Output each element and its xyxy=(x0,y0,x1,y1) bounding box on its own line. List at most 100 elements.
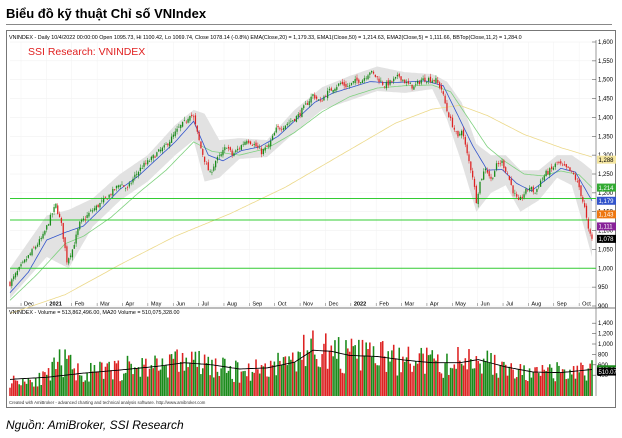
volume-bar xyxy=(583,375,586,396)
candle xyxy=(589,228,591,237)
volume-bar xyxy=(400,372,402,396)
volume-bar xyxy=(178,371,180,396)
volume-bar xyxy=(64,349,66,396)
candle xyxy=(457,130,459,139)
candle-body xyxy=(385,81,388,89)
candle xyxy=(218,152,220,160)
candle-body xyxy=(115,185,118,189)
volume-bar xyxy=(33,386,35,396)
candle xyxy=(427,76,430,85)
price-tick-label: 950 xyxy=(598,285,609,291)
volume-bar xyxy=(18,384,20,396)
candle xyxy=(99,202,101,210)
volume-bar xyxy=(440,373,443,396)
volume-bar xyxy=(468,349,470,396)
volume-bar xyxy=(413,365,415,396)
volume-bar xyxy=(295,371,298,396)
candle-body xyxy=(119,185,121,188)
volume-tick-label: 1,000 xyxy=(598,342,614,348)
volume-bar xyxy=(539,375,542,396)
volume-bar xyxy=(194,351,197,396)
candle-body xyxy=(495,163,498,170)
volume-bar xyxy=(271,365,274,396)
candle-body xyxy=(393,78,395,82)
volume-bar xyxy=(209,375,211,396)
candle xyxy=(383,86,386,89)
volume-bar xyxy=(425,347,428,396)
price-tick-label: 1,200 xyxy=(598,191,614,197)
candle-body xyxy=(180,124,182,129)
candle xyxy=(147,157,149,166)
candle xyxy=(51,212,53,218)
volume-bar xyxy=(279,360,281,396)
volume-bar xyxy=(141,358,143,396)
candle xyxy=(141,165,143,170)
volume-bar xyxy=(449,367,452,396)
candle xyxy=(565,163,567,170)
candle xyxy=(475,184,477,204)
candle xyxy=(73,241,75,249)
candle-body xyxy=(304,103,307,105)
volume-bar xyxy=(170,354,173,396)
candle-body xyxy=(376,76,378,78)
volume-bar xyxy=(11,383,13,396)
volume-bar xyxy=(203,354,206,396)
candle xyxy=(194,112,197,127)
candle-body xyxy=(60,217,63,223)
candle-body xyxy=(541,178,544,180)
volume-bar xyxy=(571,374,573,396)
month-label: Mar xyxy=(405,302,415,308)
volume-bar xyxy=(389,361,391,396)
volume-bar xyxy=(519,364,522,396)
candle xyxy=(123,185,125,187)
volume-bar xyxy=(414,361,417,396)
candle xyxy=(240,144,242,151)
candle-body xyxy=(560,161,562,164)
candle-body xyxy=(365,77,367,79)
month-label: Aug xyxy=(227,302,237,308)
volume-bar xyxy=(110,370,112,396)
candle xyxy=(284,125,287,130)
candle-body xyxy=(290,121,292,122)
candle-body xyxy=(47,224,50,226)
candle xyxy=(332,89,334,95)
candle xyxy=(24,259,26,264)
candle xyxy=(62,222,64,242)
candle-body xyxy=(148,161,151,162)
candle xyxy=(580,185,582,199)
candle xyxy=(484,167,487,174)
candle xyxy=(271,133,274,141)
volume-bar xyxy=(492,374,494,396)
volume-bar xyxy=(363,355,366,396)
month-label: Dec xyxy=(24,302,34,308)
price-label-text: 1,179 xyxy=(599,199,615,205)
candle xyxy=(132,176,134,185)
candle xyxy=(547,168,549,176)
candle-body xyxy=(216,156,219,161)
volume-bar xyxy=(220,368,222,396)
bollinger-band xyxy=(10,66,592,299)
candle-body xyxy=(281,128,283,130)
candle xyxy=(14,271,17,280)
candle xyxy=(541,177,544,182)
volume-bar xyxy=(515,377,518,396)
candle-body xyxy=(170,136,173,143)
volume-bar xyxy=(69,354,72,396)
volume-bar xyxy=(236,362,239,396)
candle-body xyxy=(163,145,165,148)
candle xyxy=(20,261,22,269)
volume-bar xyxy=(460,363,463,396)
candle xyxy=(58,211,61,218)
candle-body xyxy=(161,147,164,152)
volume-bar xyxy=(556,362,558,396)
candle-body xyxy=(394,76,397,79)
volume-bar xyxy=(55,369,57,396)
volume-bar xyxy=(67,355,70,396)
candle-body xyxy=(490,176,492,179)
candle xyxy=(183,116,186,122)
candle xyxy=(356,74,358,84)
volume-bar xyxy=(150,365,153,396)
candle-body xyxy=(68,258,70,264)
volume-bar xyxy=(323,343,325,396)
